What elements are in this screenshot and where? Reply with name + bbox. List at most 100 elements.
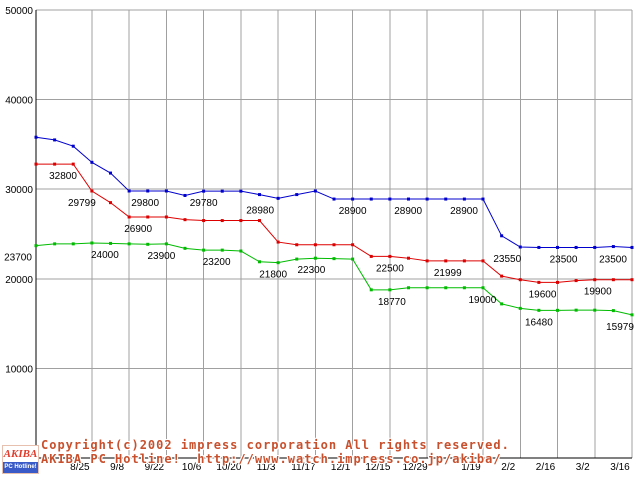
series-green-marker bbox=[611, 309, 615, 313]
series-blue-marker bbox=[71, 144, 75, 148]
series-green-marker bbox=[388, 288, 392, 292]
series-green-value-label: 23900 bbox=[147, 251, 175, 262]
series-green-marker bbox=[258, 260, 261, 264]
series-blue-marker bbox=[351, 197, 355, 201]
x-axis-tick-label: 12/1 bbox=[331, 462, 351, 473]
series-green-marker bbox=[220, 248, 224, 252]
series-red-marker bbox=[164, 215, 168, 219]
series-green-marker bbox=[71, 242, 75, 246]
series-blue-value-label: 29780 bbox=[190, 198, 218, 209]
series-green-marker bbox=[202, 248, 206, 252]
series-red-value-label: 29799 bbox=[68, 198, 96, 209]
series-blue-marker bbox=[556, 245, 559, 249]
series-blue-marker bbox=[239, 189, 243, 193]
series-blue-marker bbox=[425, 197, 429, 201]
x-axis-tick-label: 2/2 bbox=[501, 462, 515, 473]
y-axis-tick-label: 20000 bbox=[5, 275, 33, 286]
series-red-value-label: 32800 bbox=[49, 171, 77, 182]
series-red-marker bbox=[239, 219, 243, 223]
series-green-value-label: 24000 bbox=[91, 250, 119, 261]
x-axis-tick-label: 9/8 bbox=[110, 462, 124, 473]
series-blue-marker bbox=[369, 197, 373, 201]
akiba-logo-title: AKIBA bbox=[3, 448, 38, 460]
series-red-marker bbox=[574, 279, 578, 283]
series-green-value-label: 23200 bbox=[203, 257, 231, 268]
series-blue-marker bbox=[574, 245, 578, 249]
series-blue-value-label: 23550 bbox=[493, 254, 521, 265]
series-red-marker bbox=[313, 243, 317, 247]
series-green-marker bbox=[276, 261, 280, 265]
series-blue-marker bbox=[164, 189, 168, 193]
series-red-marker bbox=[407, 256, 410, 260]
series-blue-value-label: 28900 bbox=[394, 206, 422, 217]
series-blue-marker bbox=[388, 197, 392, 201]
series-blue-marker bbox=[258, 193, 261, 197]
series-blue-marker bbox=[630, 245, 634, 249]
series-red-marker bbox=[500, 274, 504, 278]
series-red-marker bbox=[202, 219, 206, 223]
series-blue-marker bbox=[518, 245, 522, 249]
x-axis-tick-label: 10/6 bbox=[182, 462, 202, 473]
series-red-value-label: 22500 bbox=[376, 263, 404, 274]
series-green-marker bbox=[425, 286, 429, 290]
series-green-marker bbox=[407, 286, 410, 290]
series-blue-marker bbox=[34, 135, 38, 139]
series-red-marker bbox=[444, 259, 448, 263]
series-blue-value-label: 23500 bbox=[599, 254, 627, 265]
series-red-marker bbox=[537, 280, 541, 284]
series-green-marker bbox=[239, 249, 243, 253]
x-axis-tick-label: 8/25 bbox=[70, 462, 90, 473]
x-axis-tick-label: 12/15 bbox=[365, 462, 390, 473]
series-green-marker bbox=[351, 257, 355, 261]
series-green-marker bbox=[164, 242, 168, 246]
site-url-text: AKIBA PC Hotline! http://www.watch.impre… bbox=[41, 452, 502, 466]
series-blue-marker bbox=[407, 197, 410, 201]
series-red-marker bbox=[630, 278, 634, 282]
series-blue-marker bbox=[332, 197, 336, 201]
series-green-marker bbox=[90, 241, 94, 245]
series-red-value-label: 19900 bbox=[584, 287, 612, 298]
series-green-marker bbox=[444, 286, 448, 290]
x-axis-tick-label: 10/20 bbox=[216, 462, 241, 473]
series-blue-marker bbox=[444, 197, 448, 201]
x-axis-tick-label: 9/22 bbox=[145, 462, 165, 473]
akiba-logo: AKIBA PC Hotline! bbox=[2, 445, 39, 474]
series-green-marker bbox=[146, 242, 150, 246]
series-red-marker bbox=[462, 259, 466, 263]
series-red-marker bbox=[53, 162, 57, 166]
series-blue-marker bbox=[276, 196, 280, 200]
series-green-marker bbox=[481, 286, 485, 290]
series-green-marker bbox=[127, 242, 131, 246]
series-green-marker bbox=[53, 242, 57, 246]
series-red-marker bbox=[518, 278, 522, 282]
series-red-marker bbox=[351, 243, 355, 247]
series-red-marker bbox=[425, 259, 429, 263]
series-blue-marker bbox=[462, 197, 466, 201]
series-blue-value-label: 28980 bbox=[246, 205, 274, 216]
series-blue-value-label: 23500 bbox=[550, 254, 578, 265]
series-green-marker bbox=[556, 308, 559, 312]
series-green-marker bbox=[369, 288, 373, 292]
series-blue-value-label: 28900 bbox=[450, 206, 478, 217]
y-axis-tick-label: 10000 bbox=[5, 364, 33, 375]
akiba-logo-subtitle: PC Hotline! bbox=[3, 462, 38, 473]
series-blue-value-label: 28900 bbox=[339, 206, 367, 217]
series-green-marker bbox=[109, 241, 112, 245]
series-red-marker bbox=[34, 162, 38, 166]
x-axis-tick-label: 2/16 bbox=[536, 462, 556, 473]
x-axis-tick-label: 3/2 bbox=[576, 462, 590, 473]
series-red-marker bbox=[258, 219, 261, 223]
series-red-marker bbox=[369, 254, 373, 258]
series-green-marker bbox=[313, 256, 317, 260]
series-blue-marker bbox=[611, 245, 615, 249]
series-green-value-label: 15979 bbox=[606, 322, 634, 333]
y-axis-tick-label: 40000 bbox=[5, 96, 33, 107]
series-red-marker bbox=[183, 218, 187, 222]
series-red-marker bbox=[220, 219, 224, 223]
series-green-value-label: 21800 bbox=[259, 270, 287, 281]
copyright-text: Copyright(c)2002 impress corporation All… bbox=[41, 438, 510, 452]
series-blue-marker bbox=[53, 138, 57, 142]
series-red-value-label: 19600 bbox=[529, 289, 557, 300]
series-green-marker bbox=[630, 313, 634, 317]
